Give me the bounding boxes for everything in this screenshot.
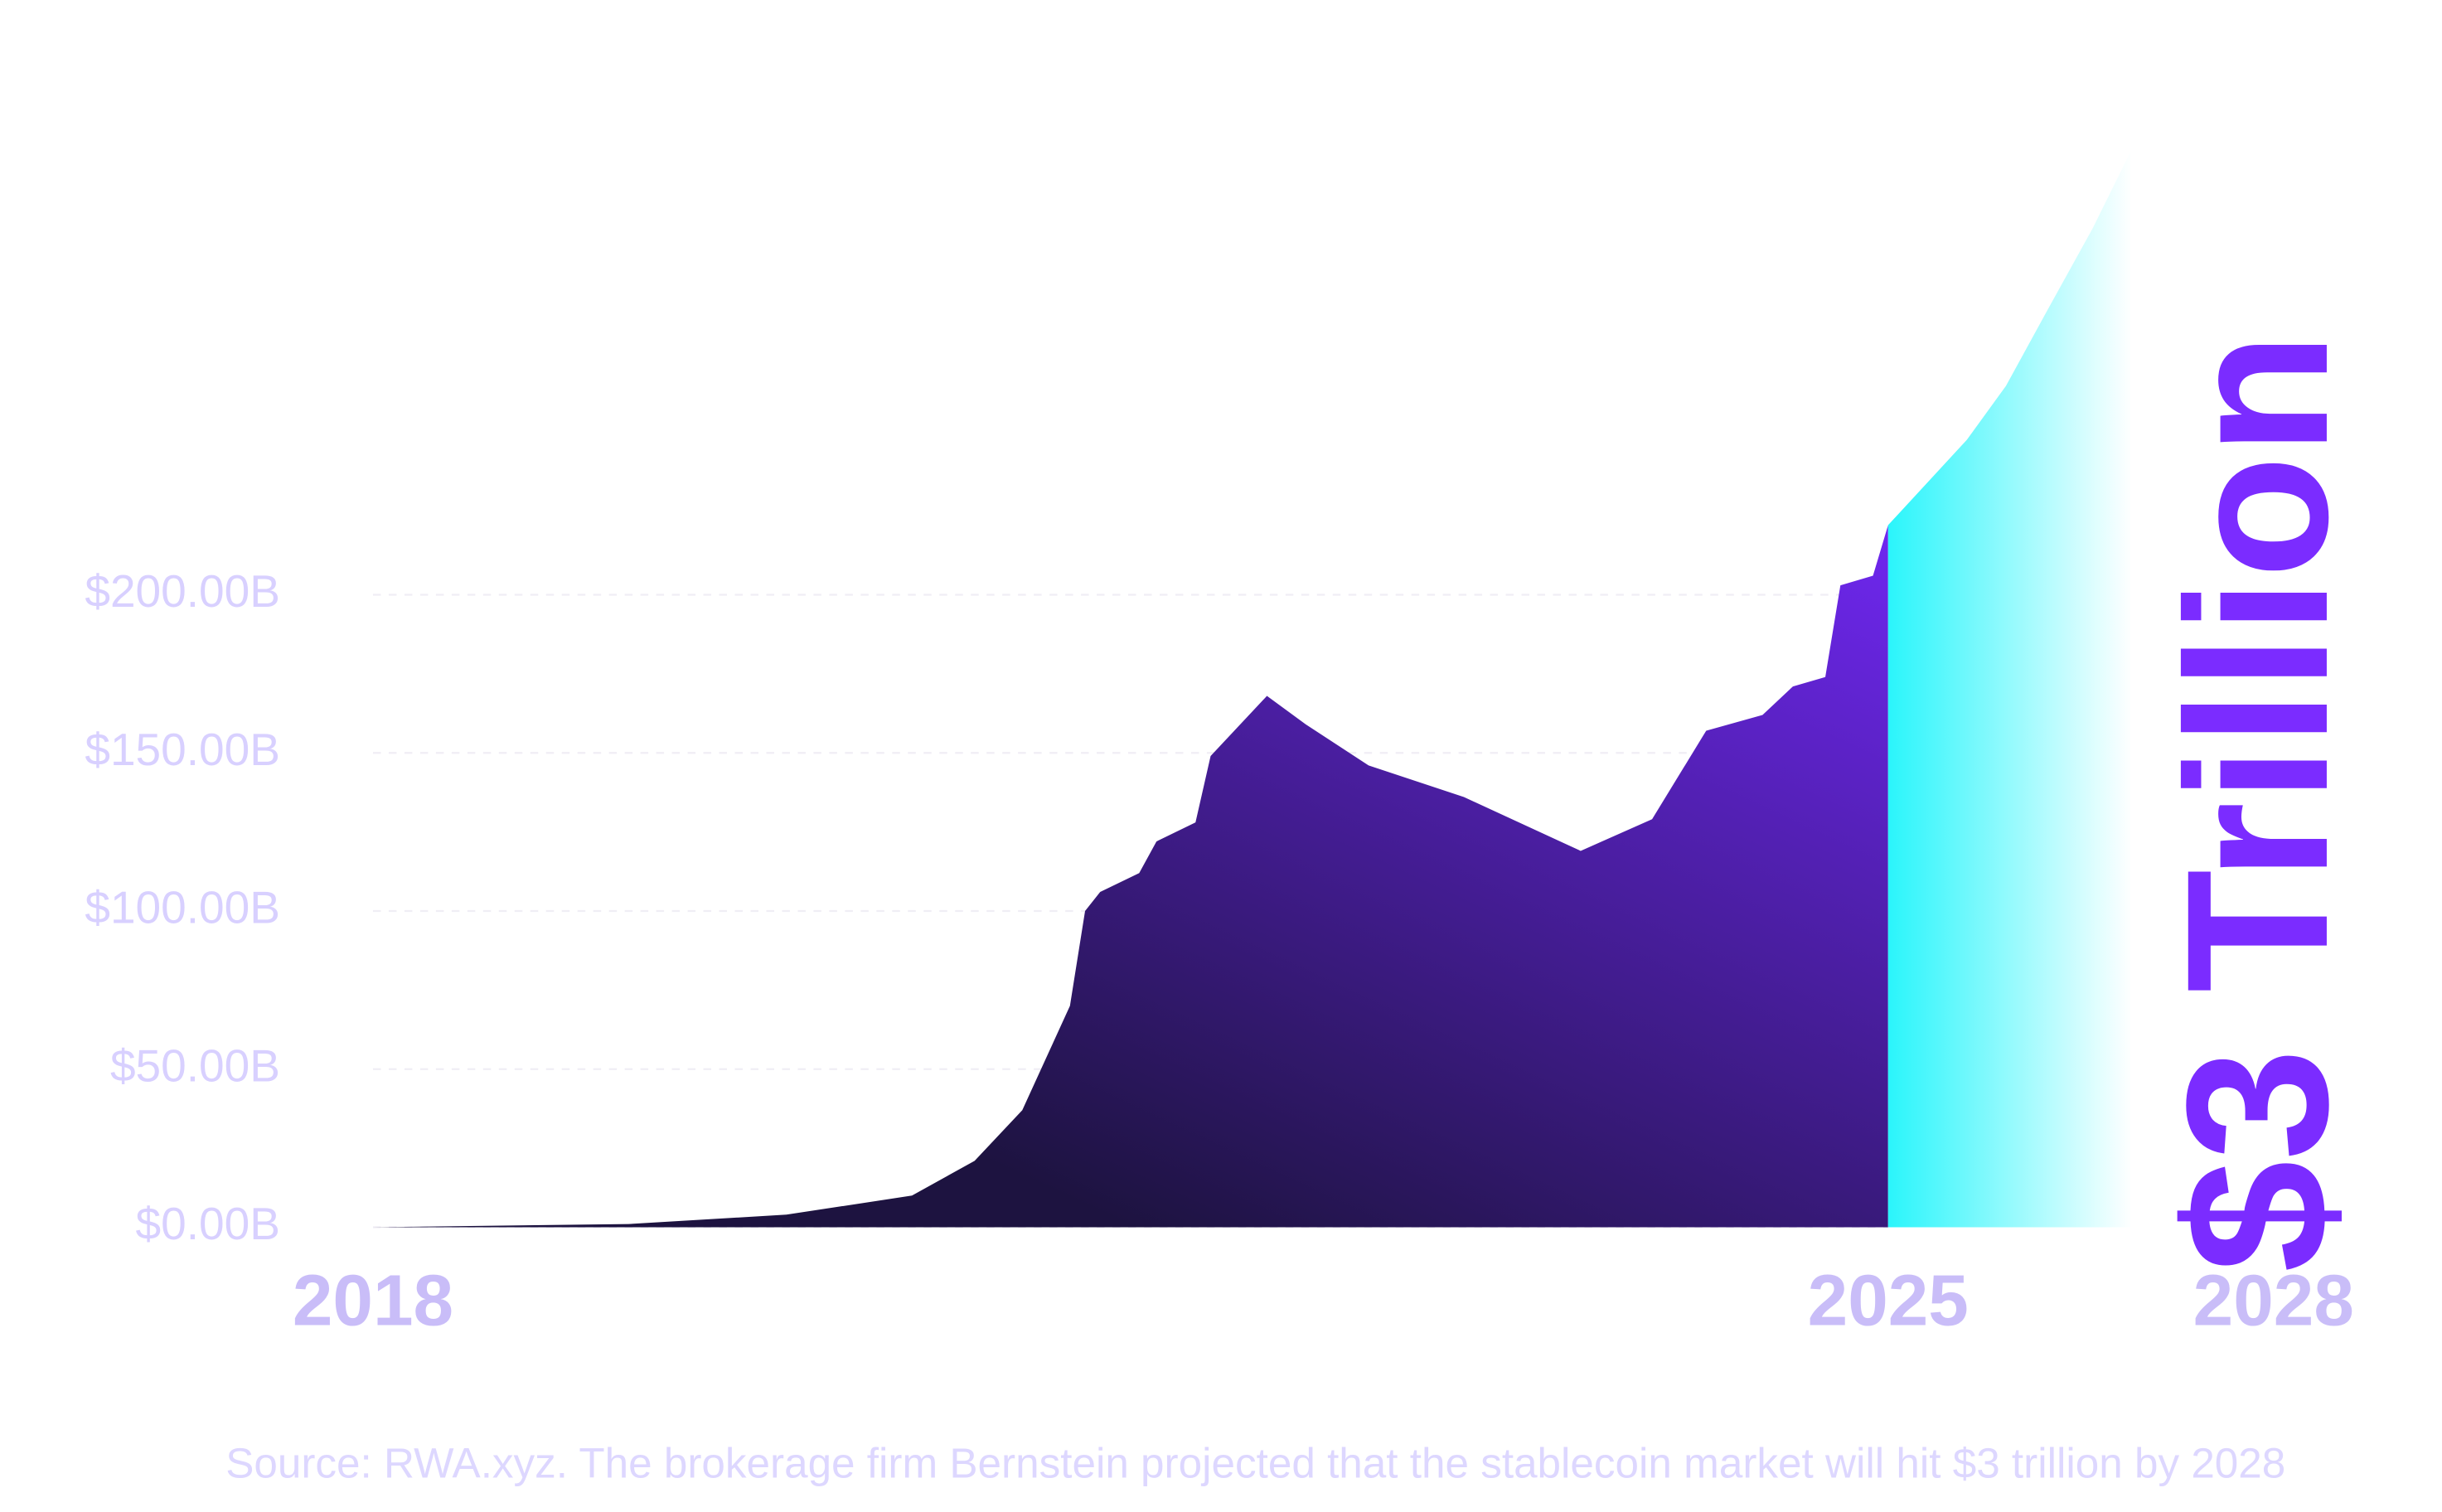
area xyxy=(372,525,1888,1228)
y-tick-label: $0.00B xyxy=(136,1198,280,1249)
grid: $0.00B $50.00B $100.00B $150.00B $200.00B 201… xyxy=(85,565,2354,1340)
x-tick-label: 2018 xyxy=(293,1259,453,1340)
x-tick-label: 2025 xyxy=(1808,1259,1969,1340)
y-tick-label: $150.00B xyxy=(85,724,280,775)
marks xyxy=(372,148,2132,1228)
y-tick-label: $100.00B xyxy=(85,882,280,933)
y-tick-label: $50.00B xyxy=(110,1040,280,1091)
area xyxy=(1887,148,2132,1228)
source-note: Source: RWA.xyz. The brokerage firm Bern… xyxy=(225,1439,2285,1486)
annotation: $3 Trillion xyxy=(2145,332,2370,1272)
y-tick-label: $200.00B xyxy=(85,565,280,617)
x-tick-label: 2028 xyxy=(2193,1259,2354,1340)
